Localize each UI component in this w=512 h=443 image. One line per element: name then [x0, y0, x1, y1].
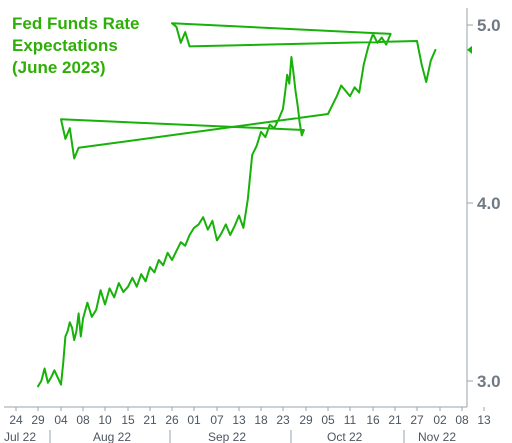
x-tick-label: 18 — [254, 413, 268, 427]
x-tick-label: 02 — [433, 413, 447, 427]
x-tick-label: 29 — [299, 413, 313, 427]
x-tick-label: 21 — [143, 413, 157, 427]
x-tick-label: 23 — [276, 413, 290, 427]
series-layer — [37, 22, 472, 388]
x-tick-label: 27 — [410, 413, 424, 427]
axis-layer: 3.0 4.0 5.0 24 29 04 08 10 15 21 26 01 07 13 18 23 29 05 1… — [4, 8, 501, 443]
x-month-label: Sep 22 — [208, 430, 246, 443]
y-tick-label: 4.0 — [477, 194, 501, 213]
x-tick-label: 07 — [210, 413, 224, 427]
last-value-marker — [467, 45, 472, 54]
x-tick-label: 29 — [31, 413, 45, 427]
chart-title-line-3: (June 2023) — [12, 58, 106, 77]
x-month-label: Nov 22 — [418, 430, 456, 443]
x-tick-label: 13 — [477, 413, 491, 427]
x-tick-label: 08 — [455, 413, 469, 427]
x-tick-label: 04 — [54, 413, 68, 427]
x-tick-label: 24 — [9, 413, 23, 427]
x-tick-label: 16 — [366, 413, 380, 427]
y-tick-label: 5.0 — [477, 16, 501, 35]
x-tick-label: 15 — [121, 413, 135, 427]
x-tick-label: 01 — [187, 413, 201, 427]
x-month-label: Aug 22 — [93, 430, 131, 443]
x-tick-label: 21 — [388, 413, 402, 427]
x-tick-label: 13 — [232, 413, 246, 427]
x-tick-label: 05 — [321, 413, 335, 427]
chart-title-line-1: Fed Funds Rate — [12, 14, 140, 33]
chart-title-line-2: Expectations — [12, 36, 118, 55]
x-tick-label: 11 — [344, 413, 357, 427]
x-month-label: Jul 22 — [4, 430, 36, 443]
x-month-label: Oct 22 — [327, 430, 363, 443]
x-tick-label: 10 — [98, 413, 112, 427]
x-tick-label: 26 — [165, 413, 179, 427]
x-tick-label: 08 — [76, 413, 90, 427]
series-line — [37, 22, 437, 388]
y-tick-label: 3.0 — [477, 372, 501, 391]
